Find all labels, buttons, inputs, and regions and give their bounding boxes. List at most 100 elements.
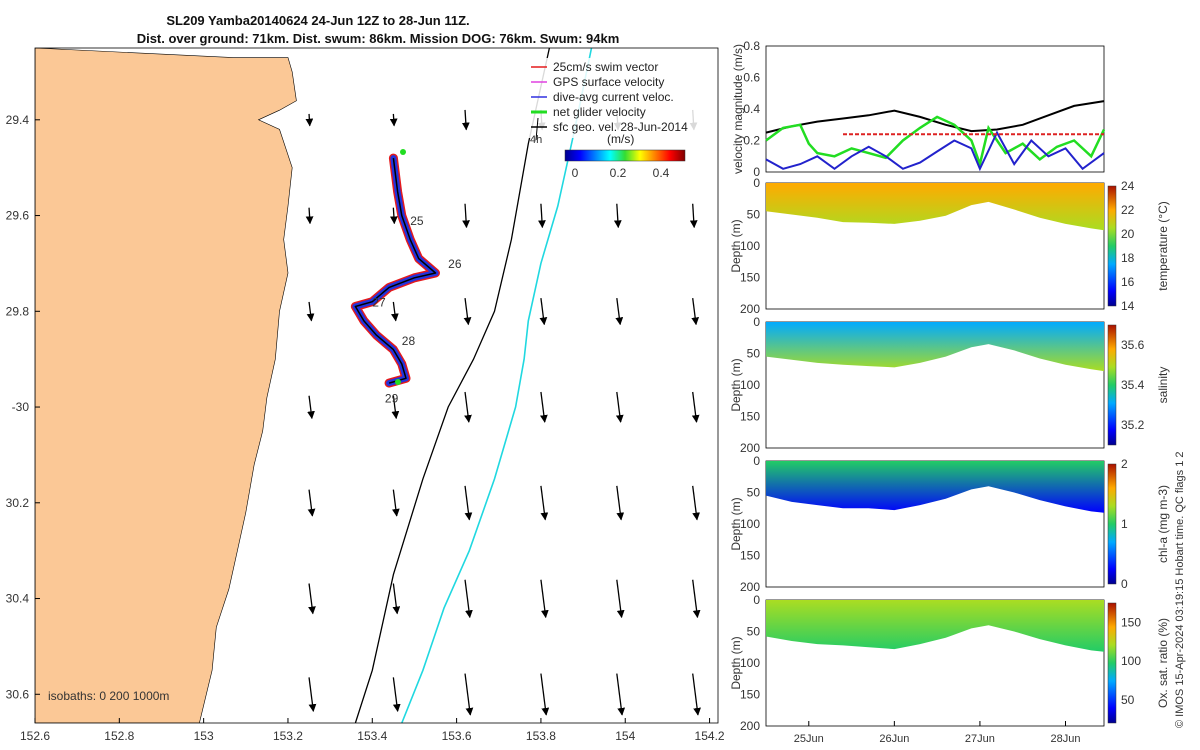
depth-tick-label: 200 (740, 580, 760, 594)
velocity-series-line (765, 130, 1105, 172)
depth-axis-label: Depth (m) (729, 636, 743, 689)
colorbar-tick-label: 20 (1121, 227, 1135, 241)
coastline-land (35, 48, 297, 723)
legend-label: 25cm/s swim vector (553, 60, 658, 74)
current-vector-arrow (391, 301, 399, 322)
velocity-y-tick: 0.2 (743, 134, 760, 148)
depth-tick-label: 150 (740, 549, 760, 563)
current-vector-arrow (462, 203, 470, 229)
day-label: 26 (448, 257, 462, 271)
depth-tick-label: 0 (753, 176, 760, 190)
current-vector-arrow (540, 579, 549, 619)
current-vector-arrow (389, 113, 398, 127)
section-colorbar (1107, 602, 1117, 724)
colorbar-unit: (m/s) (607, 132, 634, 146)
section-colorbar (1107, 324, 1117, 446)
current-vector-arrow (464, 579, 473, 619)
depth-tick-label: 0 (753, 454, 760, 468)
time-tick-label: 25Jun (794, 733, 824, 745)
y-tick-label: -30 (12, 400, 30, 414)
colorbar-tick-label: 1 (1121, 517, 1128, 531)
velocity-y-label: velocity magnitude (m/s) (731, 44, 745, 174)
current-vector-arrow (615, 391, 624, 423)
time-tick-label: 28Jun (1051, 733, 1081, 745)
legend-label: sfc geo. vel. 28-Jun-2014 (553, 120, 688, 134)
colorbar-tick-label: 24 (1121, 179, 1135, 193)
colorbar-tick-label: 22 (1121, 203, 1135, 217)
depth-tick-label: 0 (753, 315, 760, 329)
x-tick-label: 153 (194, 729, 214, 743)
time-tick-label: 27Jun (965, 733, 995, 745)
section-data-field (766, 461, 1104, 513)
time-axis: 25Jun 26Jun 27Jun 28Jun (794, 721, 1081, 745)
legend-background (523, 58, 703, 138)
day-label: 25 (410, 214, 424, 228)
depth-tick-label: 100 (740, 656, 760, 670)
section-data-field (766, 600, 1104, 652)
map-title-line1: SL209 Yamba20140624 24-Jun 12Z to 28-Jun… (166, 13, 469, 28)
colorbar-tick-label: 150 (1121, 615, 1141, 629)
current-vector-arrow (692, 485, 700, 521)
current-vector-arrow (307, 489, 316, 517)
current-vector-arrow (307, 395, 315, 420)
depth-tick-label: 100 (740, 517, 760, 531)
depth-tick-label: 200 (740, 441, 760, 455)
current-vector-arrow (308, 677, 317, 712)
colorbar-label: salinity (1156, 367, 1170, 404)
velocity-y-tick: 0 (753, 165, 760, 179)
current-vector-arrow (391, 395, 400, 420)
isobath-1000m (401, 48, 593, 723)
current-vector-arrow (464, 673, 474, 716)
current-vector-arrow (306, 301, 315, 322)
depth-tick-label: 50 (747, 347, 761, 361)
colorbar-tick-label: 50 (1121, 693, 1135, 707)
x-tick-label: 153.6 (442, 729, 472, 743)
section-panel: 0 50 100 150 200 Depth (m) 50 100 150 Ox. sat. ra… (729, 593, 1170, 733)
current-vector-arrow (616, 485, 625, 521)
colorbar-label: chl-a (mg m-3) (1156, 485, 1170, 563)
depth-tick-label: 50 (747, 486, 761, 500)
colorbar-tick-label: 14 (1121, 299, 1135, 313)
speed-colorbar (564, 149, 686, 162)
colorbar-tick-label: 16 (1121, 275, 1135, 289)
current-vector-arrow (616, 673, 626, 716)
current-vector-arrow (540, 673, 550, 716)
legend-label: net glider velocity (553, 105, 646, 119)
current-vector-arrow (692, 579, 701, 619)
current-vector-arrow (464, 485, 473, 521)
x-tick-label: 153.4 (357, 729, 387, 743)
x-tick-label: 153.2 (273, 729, 303, 743)
current-vector-arrow (461, 109, 470, 131)
map-y-ticks: 29.4 29.6 29.8 -30 30.2 30.4 30.6 (6, 113, 40, 701)
y-tick-label: 29.4 (6, 113, 30, 127)
y-tick-label: 29.8 (6, 304, 30, 318)
scale-vector (535, 117, 539, 141)
current-vector-arrow (615, 298, 624, 326)
depth-tick-label: 200 (740, 719, 760, 733)
legend-label: dive-avg current veloc. (553, 90, 674, 104)
current-vector-arrow (308, 583, 316, 615)
x-tick-label: 152.8 (104, 729, 134, 743)
track-start-marker (400, 149, 406, 155)
current-vector-arrow (392, 583, 401, 615)
colorbar-tick-label: 0.4 (653, 166, 670, 180)
day-labels: 25 26 27 28 29 (372, 214, 462, 405)
current-vector-arrow (463, 298, 472, 326)
depth-tick-label: 200 (740, 302, 760, 316)
x-tick-label: 154.2 (695, 729, 725, 743)
current-vector-arrow (391, 489, 400, 517)
colorbar-tick-label: 0 (572, 166, 579, 180)
y-tick-label: 29.6 (6, 209, 30, 223)
depth-axis-label: Depth (m) (729, 358, 743, 411)
current-vector-arrow (305, 207, 314, 225)
legend-label: GPS surface velocity (553, 75, 664, 89)
day-label: 28 (402, 334, 416, 348)
velocity-y-tick: 0.4 (743, 102, 760, 116)
track-end-marker (395, 379, 401, 385)
depth-tick-label: 50 (747, 625, 761, 639)
current-vector-arrow (692, 673, 701, 716)
copyright-footer: © IMOS 15-Apr-2024 03:19:15 Hobart time.… (1174, 451, 1186, 728)
current-vector-arrow (691, 391, 700, 423)
